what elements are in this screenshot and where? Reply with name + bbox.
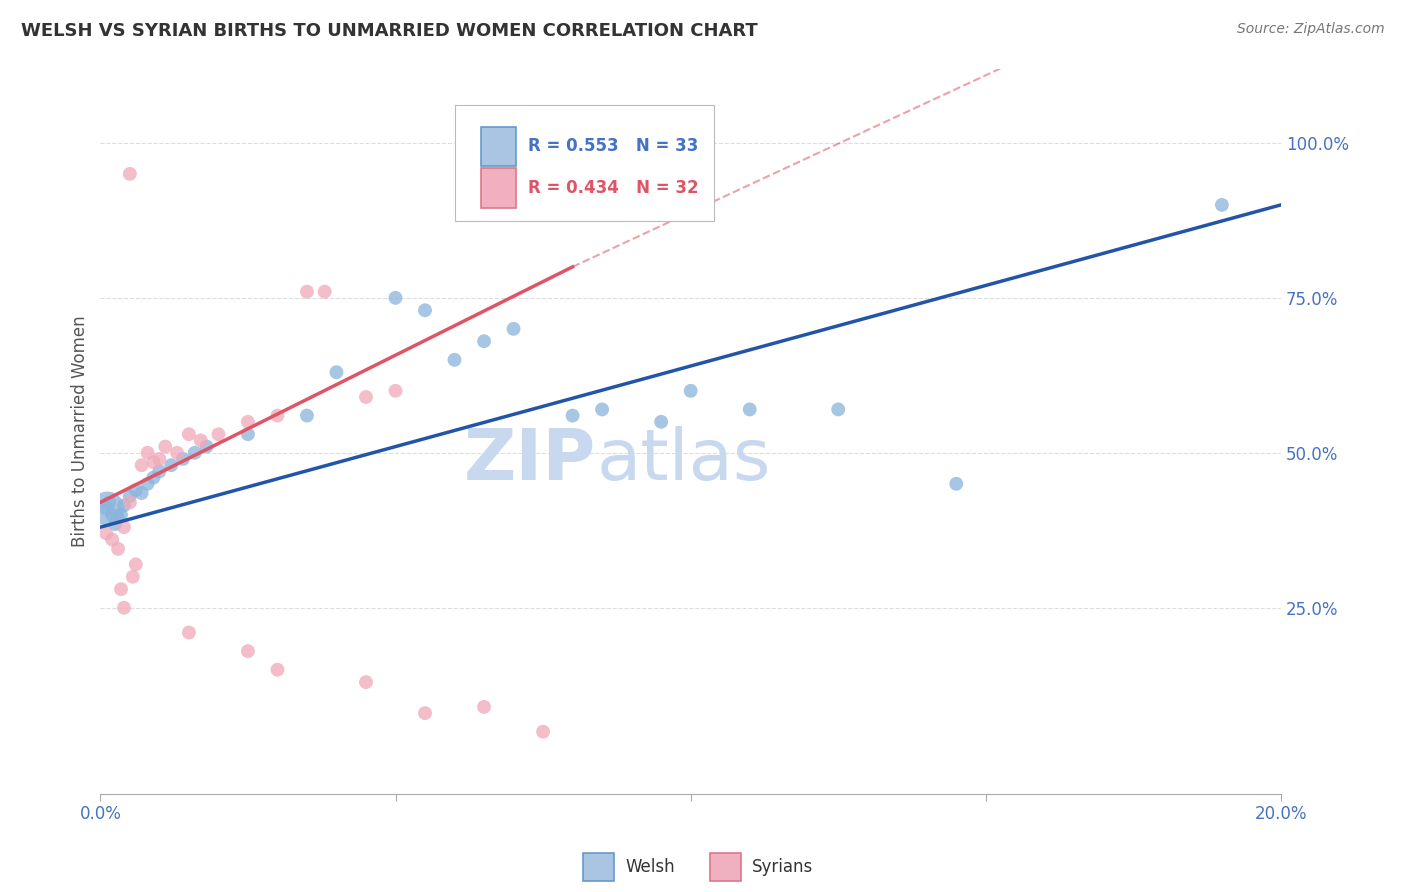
Point xyxy=(131,458,153,473)
Point xyxy=(118,167,141,181)
Text: Welsh: Welsh xyxy=(626,858,675,876)
Point xyxy=(96,526,118,541)
Point xyxy=(413,706,436,720)
Point xyxy=(325,365,347,379)
Text: Source: ZipAtlas.com: Source: ZipAtlas.com xyxy=(1237,22,1385,37)
Point xyxy=(107,541,129,556)
Point xyxy=(177,625,200,640)
Point xyxy=(472,334,495,349)
Point xyxy=(314,285,336,299)
Point xyxy=(142,455,165,469)
Point xyxy=(112,499,135,513)
Point xyxy=(131,486,153,500)
Y-axis label: Births to Unmarried Women: Births to Unmarried Women xyxy=(72,315,89,547)
Point xyxy=(121,570,143,584)
Point xyxy=(160,458,183,473)
Point xyxy=(266,409,288,423)
Point xyxy=(110,508,132,522)
Point xyxy=(679,384,702,398)
Point xyxy=(184,446,207,460)
Point xyxy=(125,483,148,497)
Point xyxy=(591,402,613,417)
Point xyxy=(207,427,229,442)
Point xyxy=(945,476,967,491)
Point xyxy=(384,291,406,305)
FancyBboxPatch shape xyxy=(454,104,714,221)
Text: R = 0.553   N = 33: R = 0.553 N = 33 xyxy=(527,137,699,155)
Point xyxy=(502,322,524,336)
Point xyxy=(112,600,135,615)
Point xyxy=(166,446,188,460)
Point xyxy=(98,495,121,509)
Point xyxy=(96,501,118,516)
Point xyxy=(148,452,170,467)
Point xyxy=(295,285,318,299)
Point xyxy=(561,409,583,423)
Point xyxy=(738,402,761,417)
Point xyxy=(472,699,495,714)
Point xyxy=(354,675,377,690)
Point xyxy=(136,446,159,460)
Point xyxy=(236,427,259,442)
Point xyxy=(236,644,259,658)
Point xyxy=(295,409,318,423)
Text: R = 0.434   N = 32: R = 0.434 N = 32 xyxy=(527,179,699,197)
Point xyxy=(1211,198,1233,212)
Point xyxy=(118,489,141,503)
Point xyxy=(236,415,259,429)
Point xyxy=(384,384,406,398)
Point xyxy=(190,434,212,448)
Point xyxy=(148,464,170,478)
Text: Syrians: Syrians xyxy=(752,858,814,876)
Point xyxy=(531,724,554,739)
Point xyxy=(142,470,165,484)
Text: ZIP: ZIP xyxy=(464,425,596,494)
Point xyxy=(125,558,148,572)
Point xyxy=(118,495,141,509)
Point xyxy=(112,520,135,534)
FancyBboxPatch shape xyxy=(481,127,516,167)
Point xyxy=(96,501,118,516)
Point xyxy=(827,402,849,417)
Point xyxy=(354,390,377,404)
Point xyxy=(195,440,218,454)
Point xyxy=(110,582,132,596)
Point xyxy=(101,508,124,522)
Point xyxy=(101,533,124,547)
Point xyxy=(104,517,127,532)
Point xyxy=(136,476,159,491)
Text: atlas: atlas xyxy=(596,425,770,494)
Point xyxy=(172,452,194,467)
Point xyxy=(107,511,129,525)
Point xyxy=(155,440,177,454)
Point xyxy=(443,352,465,367)
Point xyxy=(413,303,436,318)
Point xyxy=(177,427,200,442)
FancyBboxPatch shape xyxy=(481,168,516,208)
Point xyxy=(266,663,288,677)
Text: WELSH VS SYRIAN BIRTHS TO UNMARRIED WOMEN CORRELATION CHART: WELSH VS SYRIAN BIRTHS TO UNMARRIED WOME… xyxy=(21,22,758,40)
Point xyxy=(650,415,672,429)
